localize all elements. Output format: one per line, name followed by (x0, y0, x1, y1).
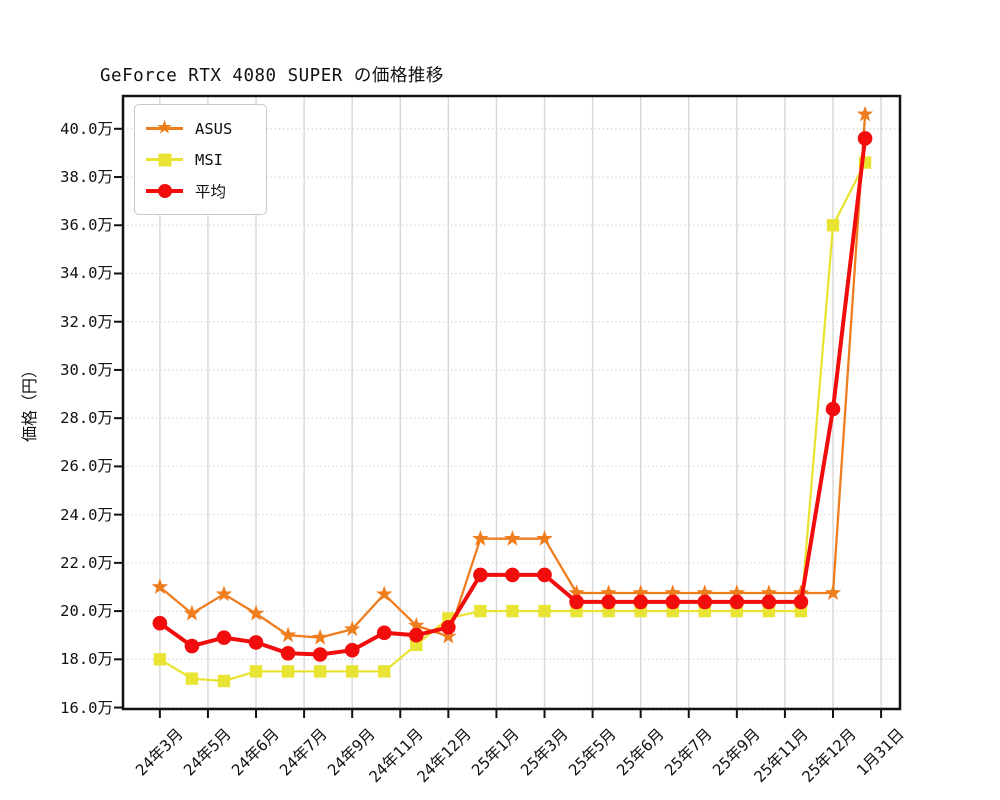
star-marker-icon (472, 530, 489, 546)
square-marker-icon (281, 665, 295, 678)
square-marker-icon (474, 604, 487, 618)
circle-marker-icon (697, 594, 713, 610)
series-平均 (152, 131, 873, 662)
circle-marker-icon (376, 625, 392, 641)
star-marker-icon (568, 584, 585, 600)
square-marker-icon (345, 665, 359, 678)
y-tick-label: 36.0万 (60, 216, 113, 235)
avg-line-sample (146, 181, 183, 201)
circle-marker-icon (825, 401, 841, 417)
star-marker-icon: ★ (155, 116, 174, 139)
square-marker-icon (538, 604, 551, 618)
circle-marker-icon (441, 619, 456, 635)
circle-marker-icon (569, 594, 584, 610)
y-tick-label: 22.0万 (60, 553, 113, 572)
circle-marker-icon (729, 594, 745, 610)
square-marker-icon (826, 219, 840, 232)
star-marker-icon (504, 530, 521, 546)
circle-marker-icon (216, 630, 232, 645)
axes-spines (121, 94, 902, 711)
star-marker-icon (344, 620, 361, 637)
square-marker-icon (313, 665, 327, 678)
y-tick-label: 28.0万 (60, 409, 113, 428)
legend-label-avg: 平均 (195, 182, 227, 201)
square-marker-icon (185, 672, 199, 685)
tick-marks (114, 127, 883, 718)
star-marker-icon (856, 105, 874, 122)
circle-marker-icon (857, 131, 873, 146)
series-MSI (153, 156, 872, 688)
star-marker-icon (440, 627, 457, 644)
star-marker-icon (279, 626, 297, 643)
star-marker-icon (408, 616, 425, 633)
circle-marker-icon (665, 594, 681, 610)
legend-item-asus: ★ ASUS (146, 113, 256, 144)
square-marker-icon (378, 665, 391, 678)
star-marker-icon (183, 604, 201, 621)
asus-line-sample: ★ (146, 116, 183, 139)
msi-line-sample (146, 150, 183, 170)
star-marker-icon (760, 584, 778, 600)
star-marker-icon (664, 584, 681, 600)
y-tick-label: 26.0万 (60, 457, 113, 476)
star-marker-icon (247, 604, 265, 621)
circle-marker-icon (248, 635, 264, 650)
y-tick-label: 40.0万 (60, 119, 113, 138)
y-tick-label: 30.0万 (60, 360, 113, 379)
circle-marker-icon (280, 645, 296, 661)
star-marker-icon (824, 584, 842, 600)
circle-marker-icon (633, 594, 648, 610)
star-marker-icon (311, 629, 329, 645)
y-tick-label: 38.0万 (60, 168, 113, 187)
circle-marker-icon (505, 567, 520, 583)
circle-marker-icon (157, 183, 172, 198)
star-marker-icon (151, 578, 169, 594)
circle-marker-icon (761, 594, 777, 610)
circle-marker-icon (601, 594, 616, 610)
circle-marker-icon (473, 567, 488, 583)
legend-label-msi: MSI (195, 150, 223, 169)
square-marker-icon (249, 665, 263, 678)
circle-marker-icon (152, 615, 168, 631)
legend-item-msi: MSI (146, 144, 256, 175)
star-marker-icon (728, 584, 746, 600)
square-marker-icon (158, 153, 171, 166)
y-tick-label: 34.0万 (60, 264, 113, 283)
series-ASUS (151, 105, 874, 645)
circle-marker-icon (312, 647, 328, 662)
y-tick-label: 16.0万 (60, 698, 113, 717)
star-marker-icon (600, 584, 617, 600)
circle-marker-icon (537, 567, 552, 583)
star-marker-icon (696, 584, 713, 600)
y-tick-label: 20.0万 (60, 602, 113, 621)
star-marker-icon (632, 584, 649, 600)
star-marker-icon (376, 585, 393, 602)
asus-line-icon (146, 127, 183, 130)
square-marker-icon (506, 604, 519, 618)
y-tick-label: 24.0万 (60, 505, 113, 524)
star-marker-icon (215, 585, 233, 602)
chart-title: GeForce RTX 4080 SUPER の価格推移 (100, 66, 444, 86)
circle-marker-icon (408, 627, 424, 643)
circle-marker-icon (344, 642, 360, 658)
legend-label-asus: ASUS (195, 119, 233, 138)
square-marker-icon (153, 653, 167, 666)
legend-item-avg: 平均 (146, 175, 256, 206)
y-tick-label: 18.0万 (60, 650, 113, 669)
circle-marker-icon (184, 638, 200, 654)
square-marker-icon (217, 674, 231, 688)
circle-marker-icon (793, 594, 809, 610)
legend: ★ ASUS MSI 平均 (134, 104, 267, 215)
y-tick-label: 32.0万 (60, 312, 113, 331)
star-marker-icon (536, 530, 553, 546)
